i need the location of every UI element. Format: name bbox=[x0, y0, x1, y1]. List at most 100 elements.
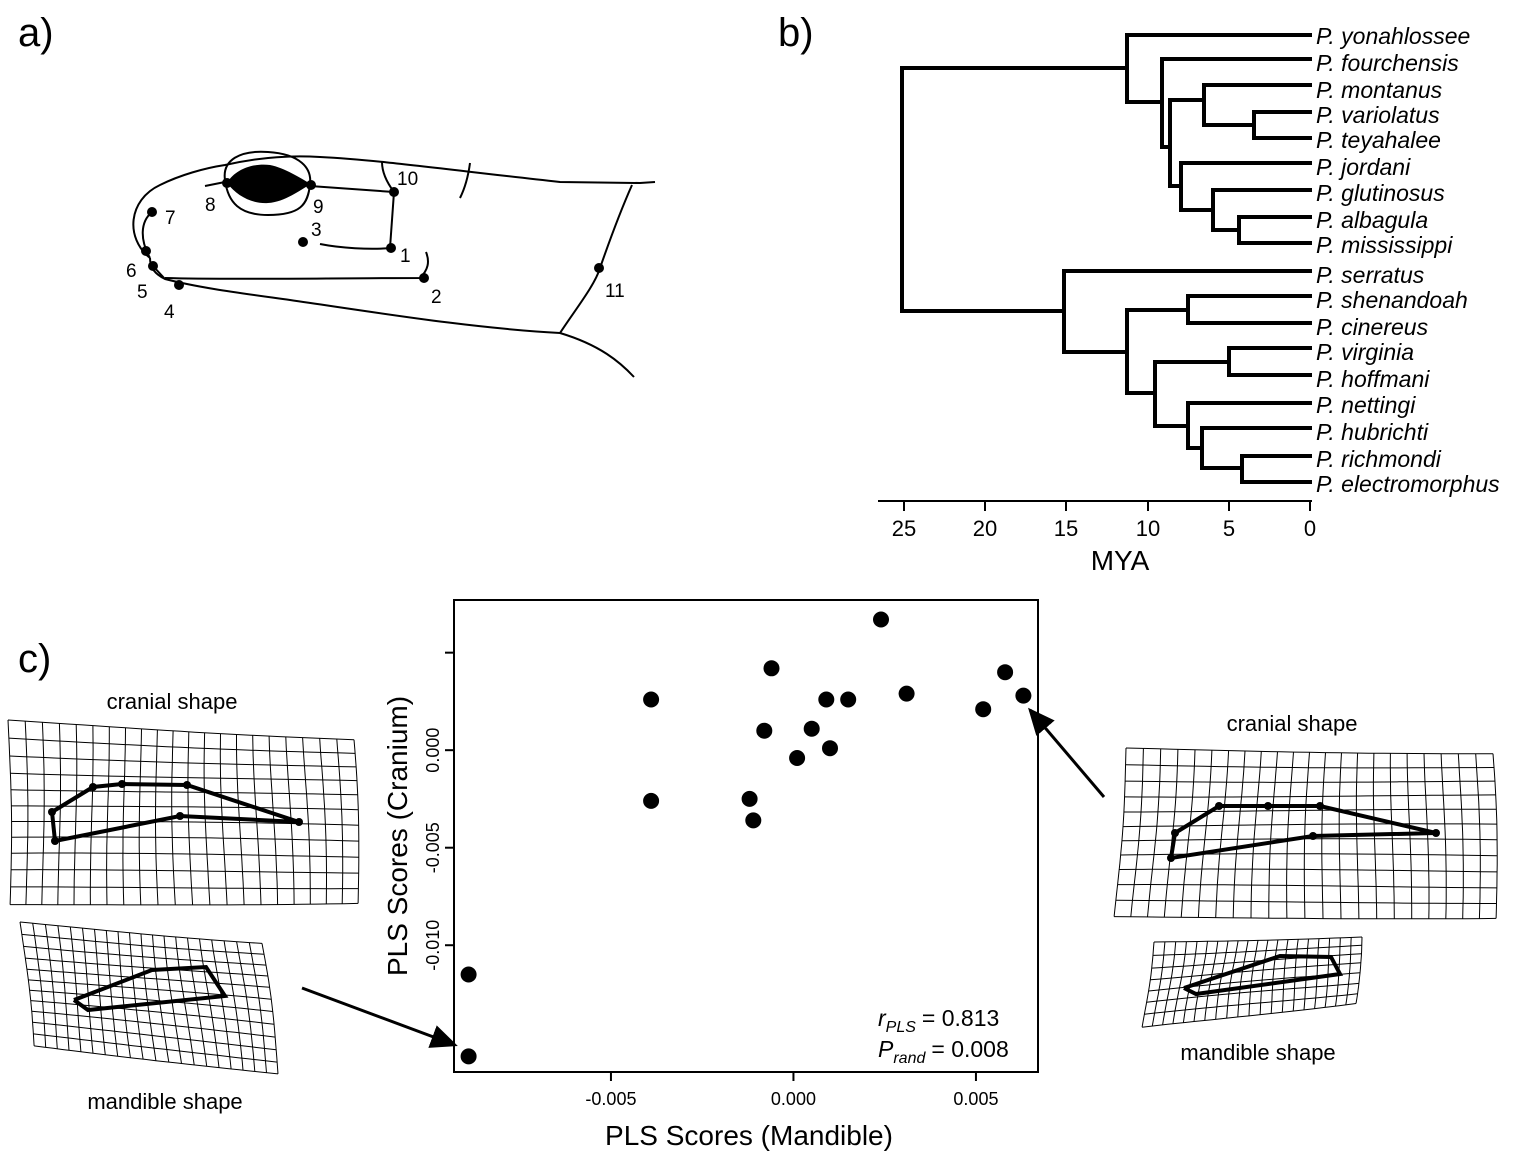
x-axis-title: PLS Scores (Mandible) bbox=[605, 1120, 893, 1151]
time-tick-label: 0 bbox=[1304, 516, 1316, 541]
landmark-8: 8 bbox=[205, 195, 216, 216]
grid-line bbox=[1152, 944, 1362, 956]
r-value: = 0.813 bbox=[922, 1005, 999, 1031]
grid-line bbox=[1292, 939, 1299, 1012]
left-cranial-landmarks bbox=[48, 780, 303, 845]
taxon-label: P. teyahalee bbox=[1316, 127, 1441, 153]
grid-line bbox=[24, 721, 29, 905]
taxon-label: P. glutinosus bbox=[1316, 180, 1445, 206]
right-cranial-landmarks bbox=[1167, 802, 1440, 862]
grid-line bbox=[1250, 751, 1262, 919]
grid-line bbox=[187, 937, 208, 1067]
grid-line bbox=[41, 722, 45, 905]
grid-line bbox=[1180, 749, 1196, 918]
grid-line bbox=[69, 926, 82, 1052]
grid-line bbox=[1232, 750, 1246, 918]
scatter-point-17 bbox=[460, 1048, 477, 1065]
grid-line bbox=[252, 735, 262, 905]
grid-line bbox=[1147, 748, 1162, 917]
grid-line bbox=[1303, 938, 1309, 1010]
scatter-point-2 bbox=[997, 664, 1014, 681]
grid-line bbox=[23, 945, 267, 966]
plot-frame bbox=[453, 599, 1039, 1073]
grid-line bbox=[10, 772, 358, 782]
grid-line bbox=[336, 738, 344, 904]
grid-line bbox=[1268, 751, 1278, 919]
grid-line bbox=[223, 940, 244, 1071]
time-axis-label: MYA bbox=[1091, 545, 1150, 576]
grid-line bbox=[1406, 753, 1413, 919]
x-tick-label: 0.000 bbox=[771, 1089, 816, 1109]
grid-line bbox=[302, 737, 311, 905]
scatter-point-0 bbox=[873, 611, 889, 628]
landmark-4: 4 bbox=[164, 302, 175, 323]
grid-line bbox=[7, 719, 13, 905]
landmark-9: 9 bbox=[313, 197, 324, 218]
pls-scatter-plot: -0.005 0.000 0.005 -0.010 -0.005 0.000 PLS S… bbox=[382, 599, 1039, 1151]
grid-line bbox=[19, 921, 35, 1046]
grid-line bbox=[236, 941, 256, 1072]
landmark-2: 2 bbox=[431, 287, 442, 308]
grid-line bbox=[1125, 780, 1495, 783]
grid-line bbox=[1215, 940, 1229, 1020]
grid-line bbox=[21, 933, 265, 955]
time-axis: 25 20 15 10 5 0 MYA bbox=[878, 500, 1316, 576]
grid-line bbox=[236, 734, 245, 905]
taxon-label: P. hubrichti bbox=[1316, 419, 1429, 445]
y-tick-label: -0.010 bbox=[423, 920, 443, 971]
grid-line bbox=[32, 923, 47, 1048]
grid-line bbox=[155, 729, 159, 905]
grid-line bbox=[140, 933, 157, 1061]
x-tick-label: -0.005 bbox=[585, 1089, 636, 1109]
left-cranial-outline bbox=[50, 781, 300, 844]
landmark-points bbox=[141, 178, 604, 290]
panel-a-label: a) bbox=[18, 11, 54, 55]
scatter-point-3 bbox=[898, 685, 915, 702]
grid-line bbox=[1162, 941, 1177, 1025]
left-mandible-deformation-grid bbox=[19, 921, 279, 1075]
grid-line bbox=[105, 930, 119, 1057]
grid-line bbox=[219, 733, 228, 905]
panel-b: b) bbox=[778, 11, 1500, 576]
grid-line bbox=[1286, 751, 1294, 919]
taxon-label: P. electromorphus bbox=[1316, 471, 1500, 497]
taxon-label: P. nettingi bbox=[1316, 392, 1416, 418]
x-axis-ticks: -0.005 0.000 0.005 bbox=[585, 1072, 998, 1109]
eye-shape bbox=[227, 164, 311, 204]
p-subscript: rand bbox=[893, 1050, 926, 1067]
taxon-label: P. fourchensis bbox=[1316, 50, 1459, 76]
scatter-point-8 bbox=[975, 701, 992, 718]
taxon-label: P. mississippi bbox=[1316, 232, 1453, 258]
grid-line bbox=[73, 724, 78, 905]
grid-line bbox=[1248, 940, 1259, 1016]
grid-line bbox=[8, 737, 356, 754]
panel-c-label: c) bbox=[18, 637, 51, 681]
scatter-point-14 bbox=[741, 790, 758, 807]
landmark-labels: 1 2 3 4 5 6 7 8 9 10 11 bbox=[126, 169, 625, 323]
grid-line bbox=[57, 925, 70, 1051]
grid-line bbox=[187, 731, 194, 905]
grid-line bbox=[1492, 753, 1498, 919]
y-tick-label: -0.005 bbox=[423, 822, 443, 873]
scatter-point-12 bbox=[789, 750, 806, 766]
left-mandible-caption: mandible shape bbox=[87, 1089, 242, 1114]
grid-line bbox=[1125, 764, 1495, 769]
scatter-point-16 bbox=[460, 966, 477, 983]
right-cranial-caption: cranial shape bbox=[1227, 711, 1358, 736]
time-tick-label: 15 bbox=[1054, 516, 1078, 541]
scatter-point-4 bbox=[1015, 687, 1032, 704]
left-cranial-deformation-grid bbox=[7, 719, 360, 906]
grid-line bbox=[106, 726, 110, 905]
scatter-point-13 bbox=[643, 792, 660, 809]
left-mandible-outline bbox=[72, 964, 229, 1013]
grid-line bbox=[11, 852, 359, 858]
grid-line bbox=[10, 789, 358, 796]
grid-line bbox=[138, 728, 142, 905]
x-tick-label: 0.005 bbox=[953, 1089, 998, 1109]
grid-line bbox=[1151, 941, 1166, 1027]
grid-line bbox=[1141, 941, 1155, 1028]
grid-line bbox=[1314, 938, 1320, 1009]
grid-line bbox=[1440, 753, 1447, 919]
landmark-7: 7 bbox=[165, 208, 176, 229]
grid-line bbox=[353, 739, 360, 904]
